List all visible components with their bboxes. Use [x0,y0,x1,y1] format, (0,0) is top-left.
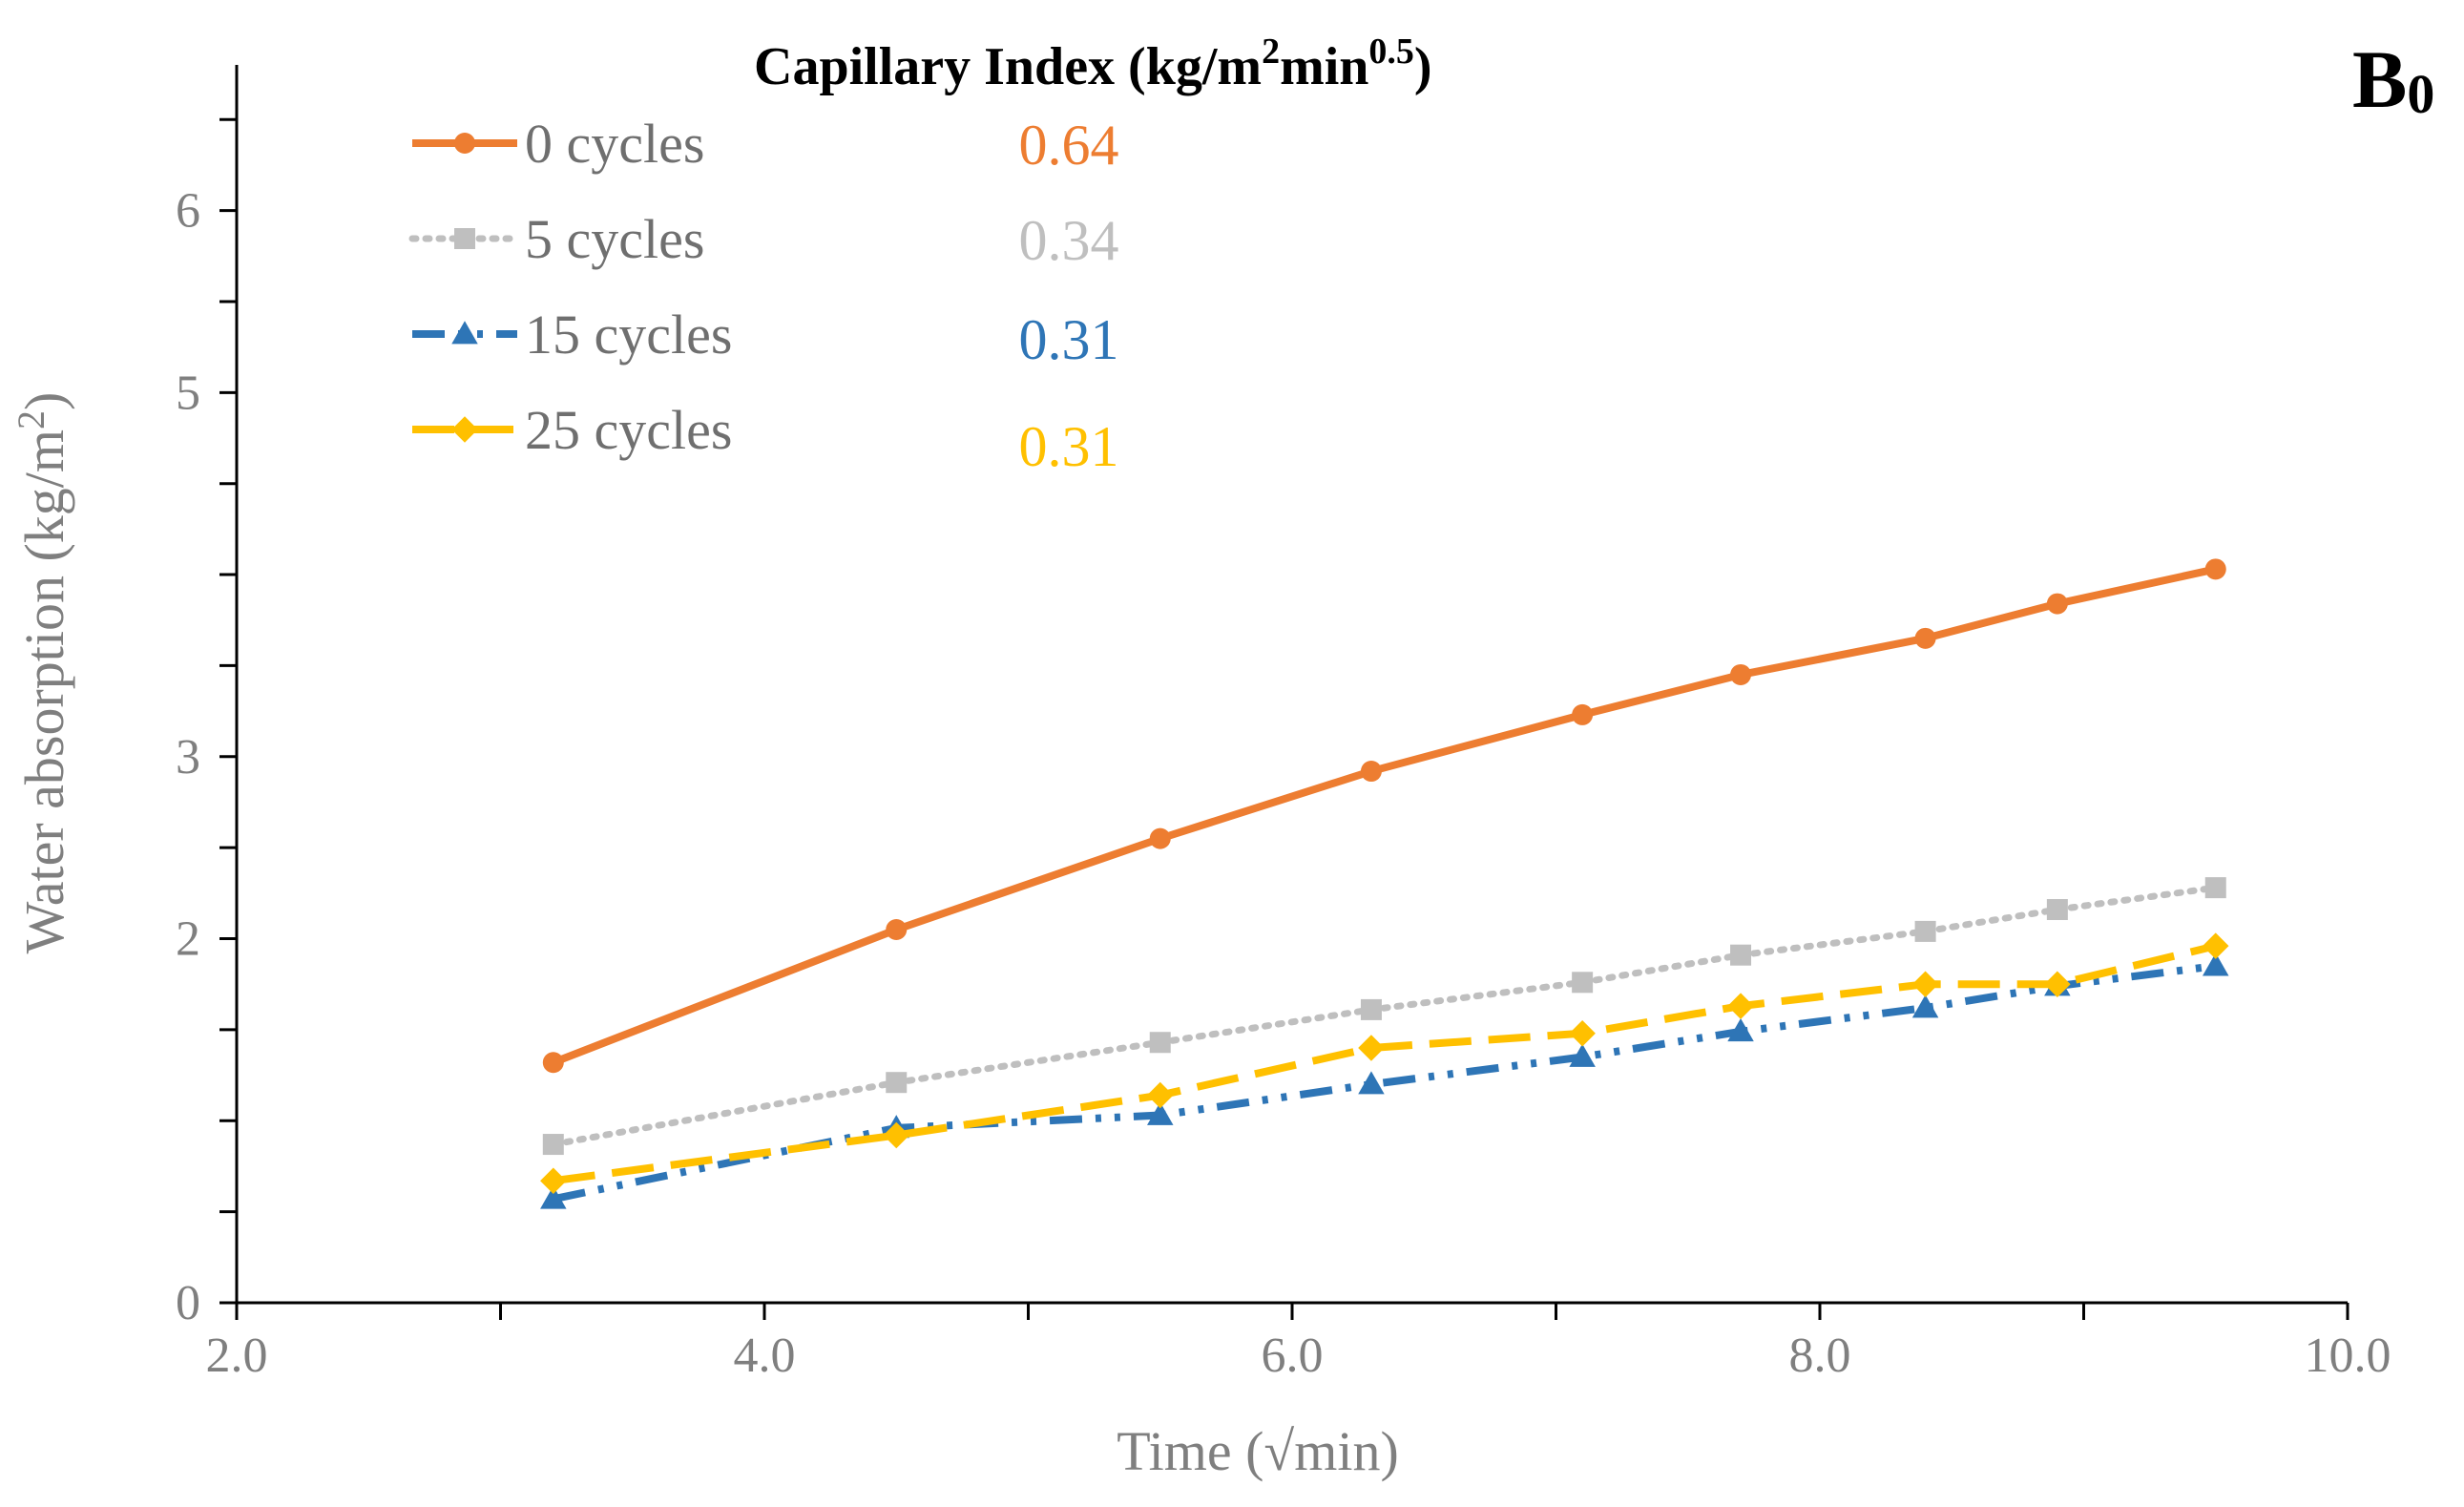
data-point [542,1052,564,1074]
x-axis-title: Time (√min) [1117,1420,1399,1482]
data-point [1914,627,1936,649]
x-tick-label: 6.0 [1262,1329,1324,1383]
data-point [1572,703,1594,725]
data-point [1911,994,1939,1018]
data-point [2046,593,2068,615]
x-tick-label: 8.0 [1789,1329,1851,1383]
series-line [550,884,2220,1148]
legend-title: Capillary Index (kg/m2min0.5) [754,31,1432,96]
data-point [886,918,908,940]
x-tick-label: 10.0 [2305,1329,2391,1383]
legend-label: 15 cycles [525,303,732,366]
panel-label: B0 [2352,33,2434,125]
y-tick-label: 5 [176,366,200,420]
data-point [542,1134,564,1156]
capillary-index-value: 0.31 [1019,415,1119,478]
y-tick-label: 2 [176,912,200,967]
data-point [1730,663,1752,685]
series-line [553,942,2217,1185]
series-15-cycles [540,952,2229,1209]
legend-swatch-marker [451,321,478,345]
data-point [1149,827,1171,849]
series-layer [540,558,2229,1209]
data-point [1727,993,1754,1019]
x-tick-label: 2.0 [206,1329,268,1383]
data-point [2203,932,2229,959]
data-point [1911,971,1939,997]
data-point [1727,1018,1754,1042]
axes: 0 2 3 5 6 2.0 4.0 6.0 8.0 10.0 [176,65,2391,1383]
data-point [1730,944,1752,966]
series-5-cycles [542,877,2226,1156]
series-0-cycles [542,558,2226,1074]
series-line [552,565,2217,1066]
legend-swatch-marker [454,228,475,249]
data-point [1360,998,1382,1020]
data-point [2203,952,2229,976]
data-point [540,1185,567,1209]
y-axis-title: Water absorption (kg/m2) [10,392,75,954]
legend-swatch-marker [451,416,478,443]
capillary-index-value: 0.34 [1019,209,1119,272]
data-point [2044,971,2071,997]
data-point [2204,877,2226,899]
data-point [1358,1071,1385,1095]
y-tick-label: 3 [176,730,200,785]
series-line [552,962,2217,1204]
legend-swatch-marker [454,133,475,154]
data-point [1358,1035,1385,1061]
data-point [2204,558,2226,580]
data-point [1360,761,1382,783]
data-point [1572,972,1594,994]
capillary-index-value: 0.64 [1019,114,1119,177]
legend-label: 25 cycles [525,399,732,461]
y-tick-label: 0 [176,1276,200,1330]
legend-label: 0 cycles [525,113,704,175]
y-tick-label: 6 [176,184,200,239]
legend-label: 5 cycles [525,208,704,270]
data-point [1149,1032,1171,1054]
data-point [1569,1043,1596,1067]
data-point [1914,920,1936,942]
legend-entry: 25 cycles 0.31 [412,399,1119,478]
data-point [1147,1101,1174,1125]
data-point [883,1121,909,1149]
legend: Capillary Index (kg/m2min0.5) 0 cycles 0.… [408,31,1432,478]
data-point [886,1072,908,1094]
x-tick-label: 4.0 [734,1329,796,1383]
series-25-cycles [540,932,2229,1194]
data-point [2046,899,2068,921]
legend-entry: 0 cycles 0.64 [412,113,1119,177]
data-point [1147,1081,1174,1109]
data-point [1569,1019,1596,1047]
data-point [540,1167,567,1194]
legend-entry: 5 cycles 0.34 [408,208,1119,272]
legend-entry: 15 cycles 0.31 [412,303,1119,371]
capillary-index-value: 0.31 [1019,308,1119,371]
